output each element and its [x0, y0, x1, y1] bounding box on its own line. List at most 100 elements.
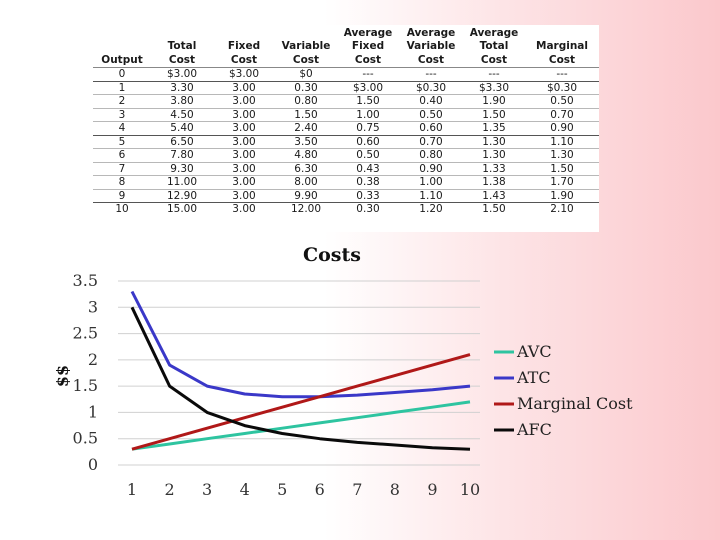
table-cell: 1.90 [525, 188, 599, 203]
table-cell: 2.40 [275, 121, 337, 135]
table-cell: --- [556, 68, 568, 80]
x-tick-label: 4 [240, 480, 250, 499]
x-tick-label: 8 [390, 480, 400, 499]
table-row: 9 12.90 3.00 9.90 0.33 1.10 1.43 1.90 [93, 188, 599, 203]
table-cell: --- [362, 68, 374, 80]
series-line-avc [131, 400, 471, 451]
table-row: 3 4.50 3.00 1.50 1.00 0.50 1.50 0.70 [93, 107, 599, 122]
table-row: 8 11.00 3.00 8.00 0.38 1.00 1.38 1.70 [93, 175, 599, 189]
x-tick-label: 2 [164, 480, 174, 499]
table-cell: 0.38 [337, 175, 399, 189]
table-cell: 1.20 [399, 202, 463, 216]
chart-title: Costs [303, 244, 361, 266]
table-header-row: Output Total Cost Fixed Cost Variable Cost A… [93, 25, 599, 68]
table-cell: 4.50 [151, 107, 213, 122]
table-cell: 12.00 [275, 202, 337, 216]
y-tick-label: 3 [88, 297, 98, 316]
y-tick-label: 1 [88, 402, 98, 421]
legend-label: AVC [516, 342, 552, 361]
table-row: 4 5.40 3.00 2.40 0.75 0.60 1.35 0.90 [93, 121, 599, 135]
table-cell: 0.43 [337, 161, 399, 176]
cost-table-grid: Output Total Cost Fixed Cost Variable Cost A… [93, 25, 599, 216]
table-cell: 2.10 [525, 202, 599, 216]
legend-label: Marginal Cost [517, 394, 633, 413]
table-cell: 6.30 [275, 161, 337, 176]
x-tick-label: 9 [427, 480, 437, 499]
table-cell: 0.90 [525, 121, 599, 135]
table-cell: 3 [93, 107, 151, 122]
table-cell: 10 [93, 202, 151, 216]
table-row: 10 15.00 3.00 12.00 0.30 1.20 1.50 2.10 [93, 202, 599, 216]
grid-layer [118, 280, 480, 466]
table-cell: 3.00 [213, 94, 275, 108]
table-cell: 15.00 [151, 202, 213, 216]
table-cell: 0.33 [337, 188, 399, 203]
table-cell: 1.33 [463, 161, 525, 176]
table-cell: $3.30 [463, 80, 525, 95]
table-cell: 5.40 [151, 121, 213, 135]
table-row: 7 9.30 3.00 6.30 0.43 0.90 1.33 1.50 [93, 161, 599, 176]
table-cell: 0.50 [337, 148, 399, 162]
costs-chart-svg: Costs $$ 0 0.5 1 1.5 2 2.5 3 3.5 1 2 3 4 5 6 7 8 9 10 AV… [53, 244, 633, 499]
table-cell: 0.80 [399, 148, 463, 162]
column-header: Output [93, 25, 151, 68]
table-cell: 3.80 [151, 94, 213, 108]
legend: AVC ATC Marginal Cost AFC [494, 342, 633, 439]
column-header: Variable Cost [275, 25, 337, 68]
legend-label: AFC [516, 420, 552, 439]
table-cell: 9.90 [275, 188, 337, 203]
x-tick-label: 1 [127, 480, 137, 499]
table-cell: 1.35 [463, 121, 525, 135]
table-cell: 3.00 [213, 134, 275, 149]
y-tick-label: 3.5 [73, 271, 98, 290]
table-cell: 0.75 [337, 121, 399, 135]
table-cell: --- [488, 68, 500, 80]
table-cell: 4 [93, 121, 151, 135]
table-cell: 3.00 [213, 161, 275, 176]
column-header: Fixed Cost [213, 25, 275, 68]
table-row: 5 6.50 3.00 3.50 0.60 0.70 1.30 1.10 [93, 134, 599, 149]
table-cell: 3.00 [213, 148, 275, 162]
y-axis-label: $$ [53, 365, 72, 387]
table-cell: 7 [93, 161, 151, 176]
table-cell: 1.50 [525, 161, 599, 176]
costs-chart: Costs $$ 0 0.5 1 1.5 2 2.5 3 3.5 1 2 3 4 5 6 7 8 9 10 AV… [0, 235, 720, 540]
table-cell: 4.80 [275, 148, 337, 162]
table-cell: 3.00 [213, 188, 275, 203]
table-cell: 1 [93, 80, 151, 95]
table-cell: 1.00 [399, 175, 463, 189]
table-cell: 8.00 [275, 175, 337, 189]
series-line-atc [130, 290, 471, 399]
table-cell: 1.30 [525, 148, 599, 162]
x-tick-label: 7 [352, 480, 362, 499]
y-tick-label: 0.5 [73, 429, 98, 448]
legend-label: ATC [516, 368, 551, 387]
table-cell: 7.80 [151, 148, 213, 162]
column-header: Total Cost [151, 25, 213, 68]
table-cell: 8 [93, 175, 151, 189]
table-cell: 3.00 [213, 107, 275, 122]
table-cell: 1.30 [463, 148, 525, 162]
table-cell: $0.30 [399, 80, 463, 95]
table-cell: 3.00 [213, 121, 275, 135]
table-cell: 0.70 [399, 134, 463, 149]
column-header: Average Fixed Cost [337, 25, 399, 68]
table-cell: 1.50 [337, 94, 399, 108]
table-cell: 12.90 [151, 188, 213, 203]
table-cell: $3.00 [228, 68, 260, 80]
cost-table: Output Total Cost Fixed Cost Variable Cost A… [93, 25, 599, 232]
table-cell: 1.30 [463, 134, 525, 149]
column-header: Average Variable Cost [399, 25, 463, 68]
table-cell: 1.00 [337, 107, 399, 122]
table-cell: 0.80 [275, 94, 337, 108]
table-cell: 1.10 [399, 188, 463, 203]
table-cell: $3.00 [166, 68, 198, 80]
table-row: 1 3.30 3.00 0.30 $3.00 $0.30 $3.30 $0.30 [93, 80, 599, 95]
table-cell: 0.60 [399, 121, 463, 135]
table-cell: $0 [299, 68, 313, 80]
table-cell: 1.10 [525, 134, 599, 149]
table-cell: 0 [118, 68, 126, 80]
table-cell: $0.30 [525, 80, 599, 95]
table-cell: 3.00 [213, 80, 275, 95]
x-tick-label: 6 [315, 480, 325, 499]
